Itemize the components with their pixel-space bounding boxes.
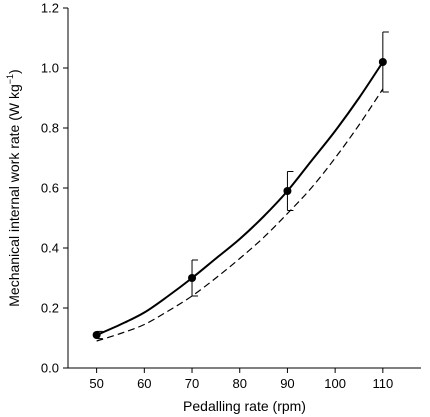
y-tick-label: 0.6 xyxy=(41,181,59,196)
y-tick-label: 0.8 xyxy=(41,121,59,136)
y-tick-label: 1.2 xyxy=(41,1,59,16)
x-ticks: 50 60 70 80 90 100 110 xyxy=(89,368,393,391)
markers xyxy=(92,31,389,340)
y-tick-label: 0.4 xyxy=(41,241,59,256)
data-point xyxy=(283,187,292,195)
axes: 50 60 70 80 90 100 110 0.0 0.2 0.4 0.6 0.8 1.0 1.2 xyxy=(41,1,421,391)
y-tick-label: 1.0 xyxy=(41,61,59,76)
x-tick-label: 60 xyxy=(137,376,151,391)
x-tick-label: 100 xyxy=(324,376,346,391)
y-axis-label-close: ) xyxy=(6,69,22,74)
data-point xyxy=(92,331,101,339)
curves xyxy=(96,61,384,342)
y-tick-label: 0.0 xyxy=(41,361,59,376)
data-point xyxy=(188,274,197,282)
x-tick-label: 70 xyxy=(185,376,199,391)
y-axis-label-main: Mechanical internal work rate (W kg xyxy=(6,84,22,307)
solid-curve xyxy=(96,61,384,336)
y-axis-label: Mechanical internal work rate (W kg−1) xyxy=(5,69,22,306)
x-tick-label: 110 xyxy=(372,376,393,391)
y-axis-label-sup: −1 xyxy=(5,74,15,84)
x-tick-label: 50 xyxy=(89,376,103,391)
x-axis-label: Pedalling rate (rpm) xyxy=(183,398,306,414)
x-tick-label: 80 xyxy=(232,376,246,391)
y-ticks: 0.0 0.2 0.4 0.6 0.8 1.0 1.2 xyxy=(41,1,68,376)
dashed-curve xyxy=(96,88,384,342)
x-tick-label: 90 xyxy=(280,376,294,391)
y-tick-label: 0.2 xyxy=(41,301,59,316)
data-point xyxy=(378,58,387,66)
